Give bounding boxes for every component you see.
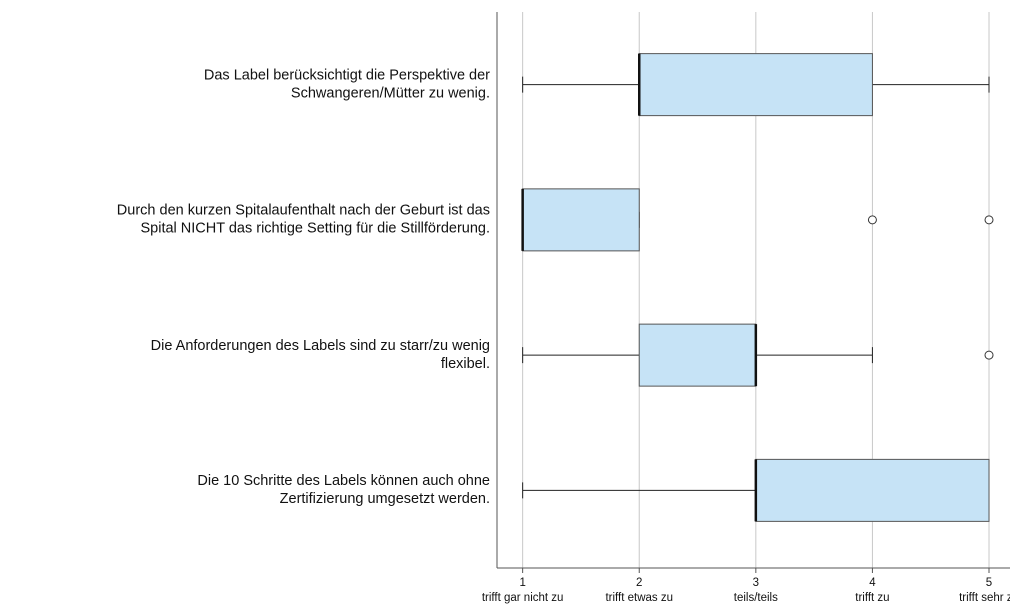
outlier: [984, 350, 994, 360]
box: [638, 53, 873, 117]
category-label: Die Anforderungen des Labels sind zu sta…: [151, 338, 490, 354]
x-tick-label: 3: [753, 577, 759, 589]
x-tick-category: trifft zu: [855, 592, 889, 604]
outlier: [984, 215, 994, 225]
x-tick-category: trifft gar nicht zu: [482, 592, 564, 604]
x-tick-label: 4: [869, 577, 876, 589]
box: [638, 323, 757, 387]
category-label: Das Label berücksichtigt die Perspektive…: [204, 67, 490, 83]
x-tick-label: 1: [519, 577, 525, 589]
x-tick-category: trifft sehr zu: [959, 592, 1010, 604]
box: [755, 458, 990, 522]
outlier: [867, 215, 877, 225]
category-label: Spital NICHT das richtige Setting für di…: [140, 221, 490, 237]
category-label: Die 10 Schritte des Labels können auch o…: [197, 473, 490, 489]
category-label: Schwangeren/Mütter zu wenig.: [291, 85, 490, 101]
category-label: Zertifizierung umgesetzt werden.: [280, 491, 490, 507]
x-tick-category: teils/teils: [734, 592, 778, 604]
box: [522, 188, 640, 252]
category-label: flexibel.: [441, 356, 490, 372]
x-tick-label: 2: [636, 577, 642, 589]
category-label: Durch den kurzen Spitalaufenthalt nach d…: [117, 203, 490, 219]
x-tick-category: trifft etwas zu: [605, 592, 673, 604]
x-tick-label: 5: [986, 577, 992, 589]
